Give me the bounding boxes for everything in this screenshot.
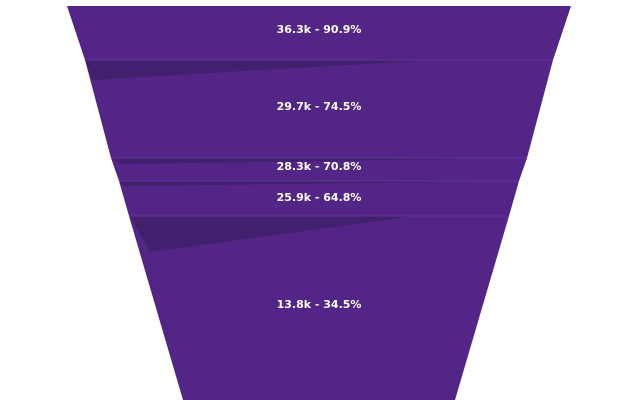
funnel-segment-5: [129, 216, 509, 400]
funnel-label-3: 28.3k - 70.8%: [277, 160, 362, 173]
funnel-segment-1: [67, 6, 571, 60]
funnel-label-5: 13.8k - 34.5%: [277, 298, 362, 311]
funnel-label-1: 36.3k - 90.9%: [277, 23, 362, 36]
funnel-transition-shade-3: [120, 181, 520, 186]
funnel-segment-3: [111, 158, 527, 181]
funnel-segment-4: [119, 181, 519, 216]
funnel-transition-shade-4: [130, 216, 415, 252]
funnel-transition-shade-1: [85, 60, 432, 80]
funnel-transition-shade-2: [112, 158, 525, 164]
funnel-label-4: 25.9k - 64.8%: [277, 191, 362, 204]
funnel-segment-2: [85, 60, 553, 158]
funnel-label-2: 29.7k - 74.5%: [277, 100, 362, 113]
